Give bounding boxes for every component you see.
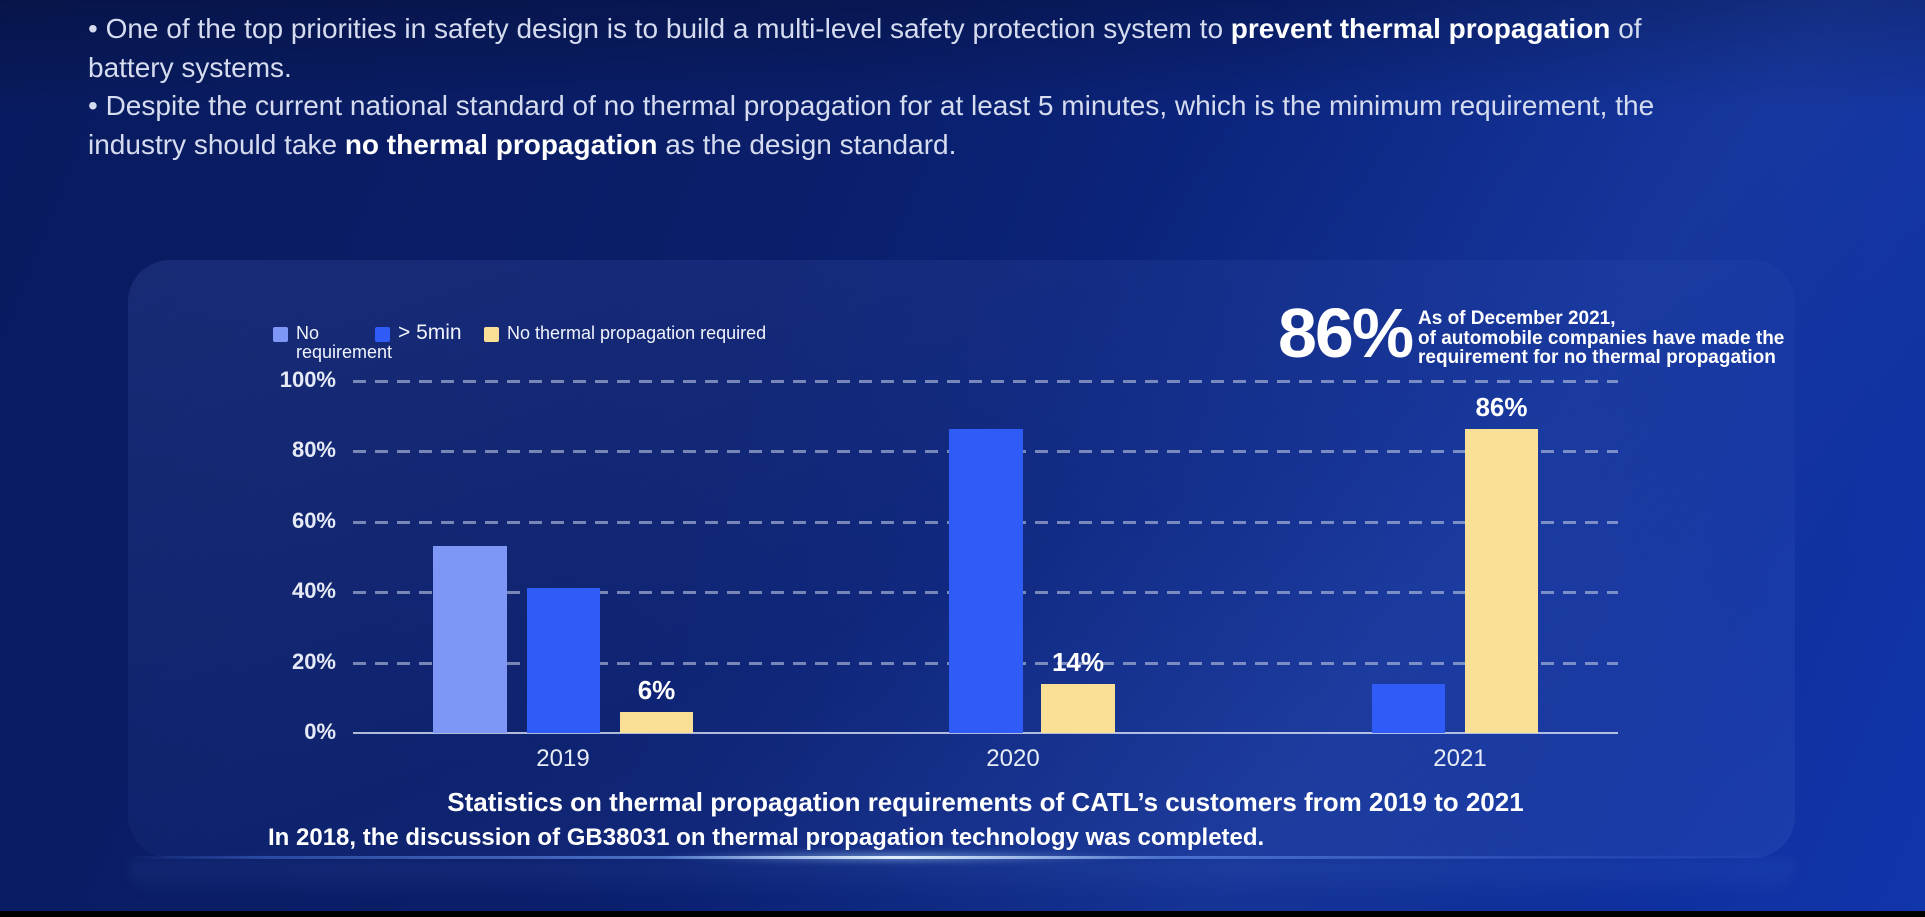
callout-line-1: As of December 2021, bbox=[1418, 308, 1616, 329]
legend-item-no-thermal-propagation: No thermal propagation required bbox=[484, 324, 766, 343]
legend-label: No thermal propagation required bbox=[507, 323, 767, 343]
bar-2020-no-thermal-propagation: 14% bbox=[1041, 647, 1115, 733]
y-tick-0: 0% bbox=[304, 719, 336, 744]
x-tick-2019: 2019 bbox=[536, 745, 590, 772]
callout-line-3: requirement for no thermal propagation bbox=[1418, 347, 1776, 368]
legend-swatch-no-requirement bbox=[273, 327, 288, 342]
bar-value-label-2019: 6% bbox=[637, 675, 676, 705]
bar-value-label-2021: 86% bbox=[1475, 392, 1528, 422]
bullet-1-bold: prevent thermal propagation bbox=[1230, 13, 1611, 44]
bottom-edge bbox=[0, 911, 1925, 917]
bullet-2-text: • Despite the current national standard … bbox=[88, 90, 1655, 160]
bottom-streak bbox=[128, 856, 1795, 859]
bullet-1: • One of the top priorities in safety de… bbox=[88, 10, 1663, 87]
legend-label: > 5min bbox=[398, 321, 462, 344]
legend-swatch-gt-5min bbox=[375, 327, 390, 342]
y-tick-60: 60% bbox=[291, 508, 336, 533]
x-axis-line bbox=[353, 732, 1618, 734]
legend-label: No requirement bbox=[296, 323, 393, 362]
bar-2019-gt-5min bbox=[527, 588, 600, 733]
callout-text: As of December 2021, of automobile compa… bbox=[1418, 309, 1784, 368]
bar-2021-gt-5min bbox=[1372, 684, 1445, 733]
bullet-2: • Despite the current national standard … bbox=[88, 87, 1663, 164]
callout-value: 86% bbox=[1278, 294, 1414, 372]
bullet-2-tail: as the design standard. bbox=[657, 128, 957, 160]
bullet-1-text: • One of the top priorities in safety de… bbox=[88, 13, 1231, 44]
x-tick-2021: 2021 bbox=[1433, 745, 1487, 772]
legend-item-gt-5min: > 5min bbox=[375, 321, 462, 344]
x-tick-2020: 2020 bbox=[986, 745, 1040, 772]
intro-text: • One of the top priorities in safety de… bbox=[88, 10, 1663, 164]
bullet-1-tail: of battery systems. bbox=[88, 13, 1642, 83]
chart-panel: No requirement > 5min No thermal propaga… bbox=[128, 260, 1795, 867]
footer-note: In 2018, the discussion of GB38031 on th… bbox=[268, 824, 1265, 851]
y-tick-20: 20% bbox=[291, 649, 336, 674]
bar-2019-no-requirement bbox=[433, 546, 507, 733]
plot-area: 100% 80% 60% 40% 20% 0% 6% 14% 86% 201 bbox=[280, 367, 1618, 772]
callout-line-2: of automobile companies have made the bbox=[1418, 327, 1785, 349]
bar-2019-no-thermal-propagation: 6% bbox=[620, 675, 693, 733]
bar-2021-no-thermal-propagation: 86% bbox=[1465, 392, 1538, 733]
y-tick-80: 80% bbox=[291, 437, 336, 462]
y-tick-40: 40% bbox=[291, 578, 336, 603]
gridline-100 bbox=[353, 380, 1618, 383]
bar-2020-gt-5min bbox=[949, 429, 1023, 733]
legend-swatch-no-thermal-propagation bbox=[484, 327, 499, 342]
bullet-2-bold: no thermal propagation bbox=[344, 128, 658, 160]
bar-value-label-2020: 14% bbox=[1051, 647, 1105, 677]
chart-title: Statistics on thermal propagation requir… bbox=[447, 787, 1524, 817]
panel-reflection bbox=[128, 860, 1795, 906]
y-tick-100: 100% bbox=[279, 367, 336, 392]
legend-item-no-requirement: No requirement bbox=[273, 324, 400, 362]
